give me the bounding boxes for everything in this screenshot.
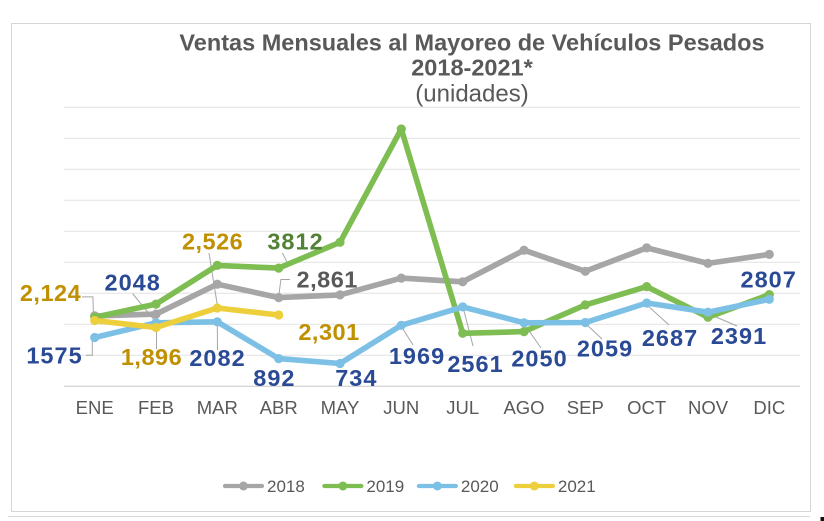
svg-text:734: 734 bbox=[335, 365, 377, 391]
svg-text:2018-2021*: 2018-2021* bbox=[411, 55, 533, 81]
svg-text:SEP: SEP bbox=[567, 397, 604, 418]
svg-text:2019: 2019 bbox=[366, 477, 404, 496]
svg-text:2687: 2687 bbox=[642, 325, 698, 351]
svg-text:JUN: JUN bbox=[383, 397, 419, 418]
svg-text:Ventas Mensuales al Mayoreo de: Ventas Mensuales al Mayoreo de Vehículos… bbox=[179, 30, 764, 56]
svg-text:MAR: MAR bbox=[197, 397, 238, 418]
svg-text:2,301: 2,301 bbox=[298, 319, 359, 345]
svg-text:JUL: JUL bbox=[446, 397, 479, 418]
svg-text:MAY: MAY bbox=[321, 397, 360, 418]
svg-text:1969: 1969 bbox=[389, 343, 445, 369]
svg-text:892: 892 bbox=[253, 365, 295, 391]
svg-text:ABR: ABR bbox=[260, 397, 298, 418]
svg-text:DIC: DIC bbox=[753, 397, 785, 418]
svg-text:1575: 1575 bbox=[26, 343, 82, 369]
svg-text:FEB: FEB bbox=[138, 397, 174, 418]
svg-text:(unidades): (unidades) bbox=[415, 81, 528, 108]
svg-text:2048: 2048 bbox=[105, 270, 161, 296]
svg-text:2807: 2807 bbox=[741, 267, 797, 293]
svg-text:ENE: ENE bbox=[76, 397, 114, 418]
svg-text:2,861: 2,861 bbox=[297, 266, 358, 292]
svg-text:2059: 2059 bbox=[577, 336, 633, 362]
svg-text:2,526: 2,526 bbox=[182, 229, 243, 255]
svg-text:2082: 2082 bbox=[189, 345, 245, 371]
svg-text:2561: 2561 bbox=[447, 351, 503, 377]
svg-text:NOV: NOV bbox=[688, 397, 729, 418]
svg-text:2021: 2021 bbox=[558, 477, 596, 496]
svg-text:1,896: 1,896 bbox=[121, 344, 182, 370]
svg-text:2018: 2018 bbox=[267, 477, 305, 496]
svg-text:2020: 2020 bbox=[461, 477, 499, 496]
svg-text:OCT: OCT bbox=[627, 397, 666, 418]
svg-text:3812: 3812 bbox=[267, 229, 323, 255]
svg-text:AGO: AGO bbox=[503, 397, 544, 418]
svg-text:2,124: 2,124 bbox=[20, 280, 81, 306]
svg-text:2391: 2391 bbox=[711, 323, 767, 349]
svg-text:2050: 2050 bbox=[511, 346, 567, 372]
